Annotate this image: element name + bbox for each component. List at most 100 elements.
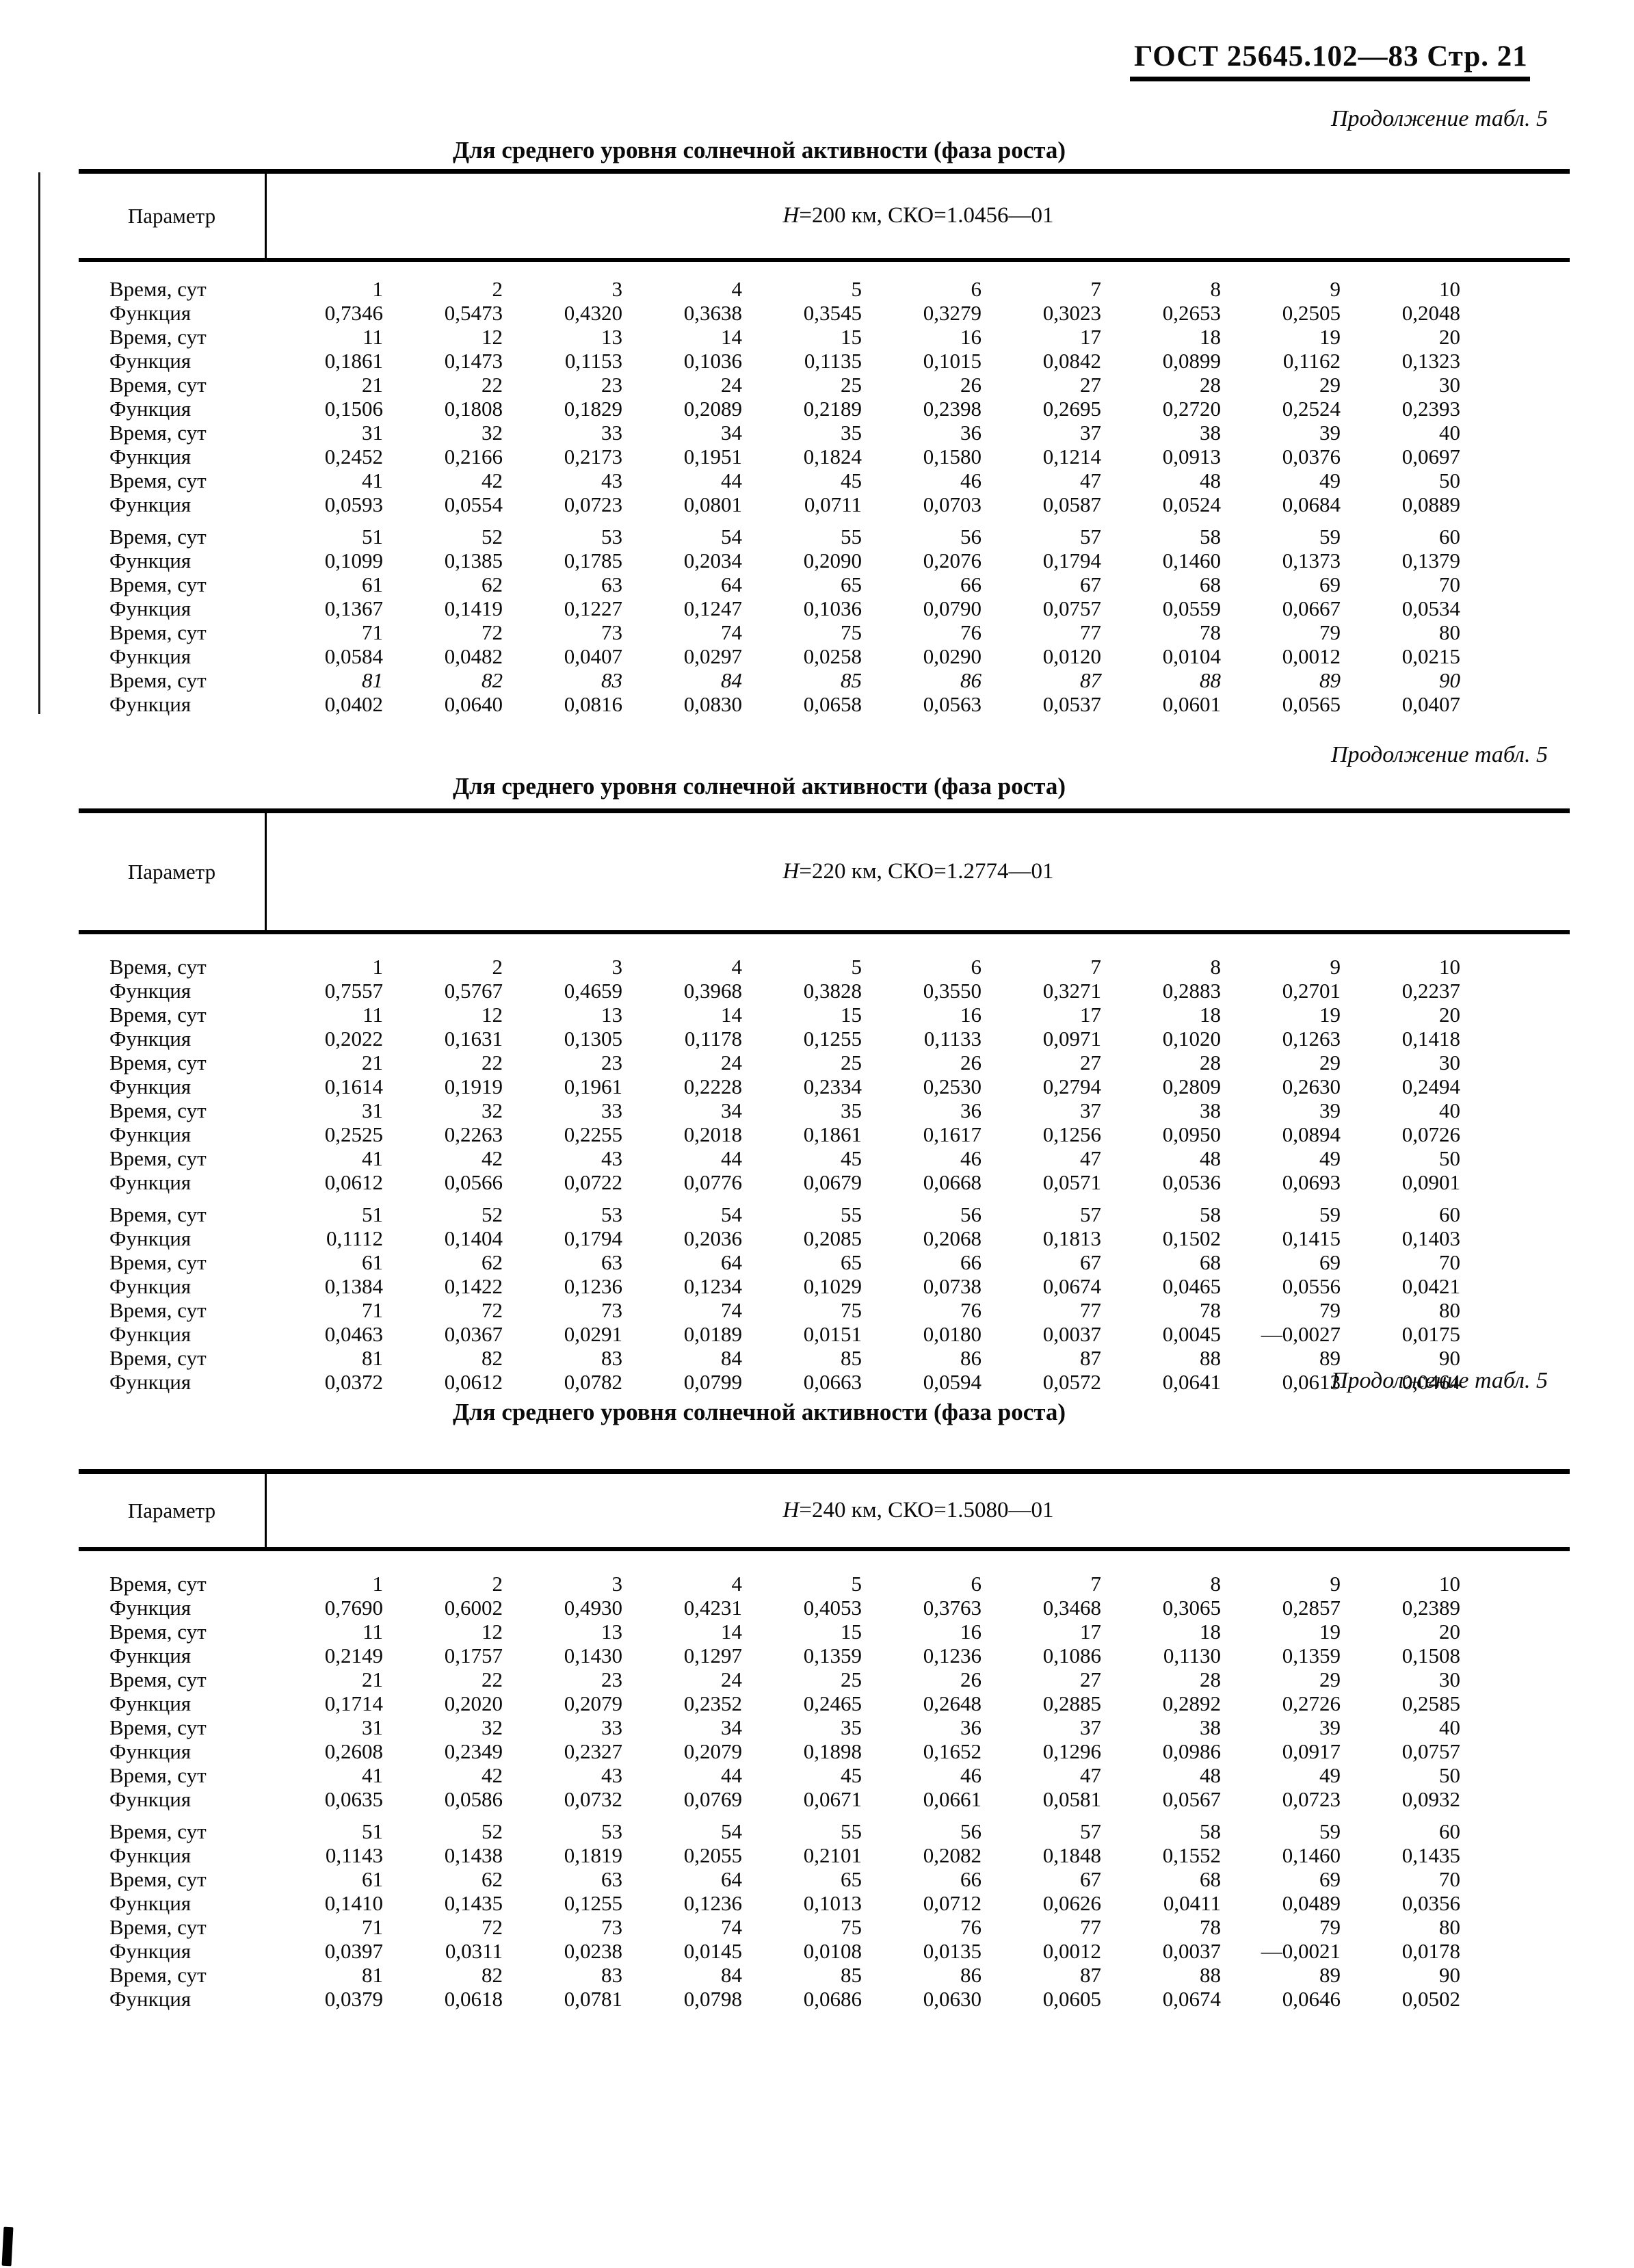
day-cell: 88 — [1200, 1963, 1221, 1987]
value-cell: 0,0012 — [1282, 644, 1341, 668]
value-cell: 0,1323 — [1401, 349, 1460, 373]
value-cell: 0,2068 — [923, 1226, 981, 1250]
value-cell: 0,0372 — [324, 1370, 383, 1394]
day-cell: 37 — [1080, 1715, 1101, 1739]
value-cell: 0,0842 — [1042, 349, 1101, 373]
value-cell: 0,1473 — [444, 349, 503, 373]
page-title: ГОСТ 25645.102—83 Стр. 21 — [1134, 40, 1528, 72]
value-cell: 0,2525 — [324, 1122, 383, 1146]
day-cell: 9 — [1330, 955, 1341, 979]
time-row: Время, сут 71 72 73 74 75 76 77 78 79 80 — [79, 1298, 1570, 1322]
condition-text: =240 км, СКО=1.5080—01 — [799, 1498, 1054, 1522]
value-cell: 0,0108 — [803, 1939, 862, 1963]
day-cell: 87 — [1080, 668, 1101, 692]
day-cell: 36 — [960, 1715, 981, 1739]
value-cell: 0,0663 — [803, 1370, 862, 1394]
day-cell: 90 — [1439, 668, 1460, 692]
day-cell: 63 — [601, 1250, 622, 1274]
day-cell: 74 — [721, 1915, 742, 1939]
value-cell: 0,2255 — [564, 1122, 622, 1146]
day-cell: 82 — [482, 1346, 503, 1370]
function-row: Функция 0,2608 0,2349 0,2327 0,2079 0,1898 0,1… — [79, 1739, 1570, 1763]
continuation-note: Продолжение табл. 5 — [1330, 106, 1548, 131]
value-cell: 0,0679 — [803, 1170, 862, 1194]
value-cell: 0,0899 — [1162, 349, 1221, 373]
row-label: Функция — [109, 301, 192, 325]
day-cell: 51 — [362, 1819, 383, 1843]
day-cell: 28 — [1200, 1667, 1221, 1691]
day-cell: 60 — [1439, 1202, 1460, 1226]
value-cell: 0,2149 — [324, 1644, 383, 1667]
value-cell: 0,2648 — [923, 1691, 981, 1715]
day-cell: 26 — [960, 1667, 981, 1691]
row-label: Функция — [109, 979, 192, 1003]
value-cell: 0,1379 — [1401, 549, 1460, 572]
day-cell: 1 — [372, 1572, 384, 1596]
day-cell: 75 — [841, 1298, 862, 1322]
value-cell: 0,0722 — [564, 1170, 622, 1194]
row-label: Время, сут — [109, 1715, 207, 1739]
value-cell: 0,3550 — [923, 979, 981, 1003]
value-cell: 0,2726 — [1282, 1691, 1341, 1715]
value-cell: 0,0723 — [1282, 1787, 1341, 1811]
day-cell: 73 — [601, 620, 622, 644]
value-cell: 0,0581 — [1042, 1787, 1101, 1811]
day-cell: 58 — [1200, 1819, 1221, 1843]
value-cell: 0,6002 — [444, 1596, 503, 1620]
value-cell: 0,0554 — [444, 492, 503, 516]
value-cell: 0,2524 — [1282, 397, 1341, 421]
day-cell: 44 — [721, 1763, 742, 1787]
day-cell: 50 — [1439, 1763, 1460, 1787]
day-cell: 30 — [1439, 373, 1460, 397]
time-row: Время, сут 41 42 43 44 45 46 47 48 49 50 — [79, 1763, 1570, 1787]
value-cell: 0,2398 — [923, 397, 981, 421]
value-cell: 0,0594 — [923, 1370, 981, 1394]
day-cell: 14 — [721, 1620, 742, 1644]
day-cell: 81 — [362, 1963, 383, 1987]
value-cell: 0,4320 — [564, 301, 622, 325]
day-cell: 69 — [1319, 572, 1341, 596]
value-cell: 0,0726 — [1401, 1122, 1460, 1146]
function-row: Функция 0,2525 0,2263 0,2255 0,2018 0,1861 0,1… — [79, 1122, 1570, 1146]
time-row: Время, сут 61 62 63 64 65 66 67 68 69 70 — [79, 1250, 1570, 1274]
value-cell: 0,0671 — [803, 1787, 862, 1811]
day-cell: 74 — [721, 620, 742, 644]
value-cell: 0,2393 — [1401, 397, 1460, 421]
value-cell: 0,0593 — [324, 492, 383, 516]
time-row: Время, сут 71 72 73 74 75 76 77 78 79 80 — [79, 1915, 1570, 1939]
row-label: Время, сут — [109, 325, 207, 349]
value-cell: 0,1143 — [325, 1843, 383, 1867]
day-cell: 82 — [482, 668, 503, 692]
value-cell: 0,1359 — [1282, 1644, 1341, 1667]
day-cell: 29 — [1319, 1667, 1341, 1691]
day-cell: 62 — [482, 1867, 503, 1891]
day-cell: 66 — [960, 572, 981, 596]
day-cell: 16 — [960, 1620, 981, 1644]
day-cell: 22 — [482, 1667, 503, 1691]
continuation-note: Продолжение табл. 5 — [1330, 742, 1548, 767]
day-cell: 66 — [960, 1250, 981, 1274]
day-cell: 83 — [601, 1963, 622, 1987]
value-cell: 0,0917 — [1282, 1739, 1341, 1763]
row-label: Время, сут — [109, 620, 207, 644]
value-cell: 0,0238 — [564, 1939, 622, 1963]
value-cell: 0,2036 — [683, 1226, 742, 1250]
day-cell: 9 — [1330, 277, 1341, 301]
value-cell: 0,2089 — [683, 397, 742, 421]
value-cell: 0,0584 — [324, 644, 383, 668]
value-cell: 0,0798 — [683, 1987, 742, 2011]
day-cell: 18 — [1200, 1620, 1221, 1644]
day-cell: 36 — [960, 421, 981, 445]
day-cell: 34 — [721, 1098, 742, 1122]
value-cell: 0,1506 — [324, 397, 383, 421]
value-cell: 0,2701 — [1282, 979, 1341, 1003]
function-row: Функция 0,1384 0,1422 0,1236 0,1234 0,1029 0,0… — [79, 1274, 1570, 1298]
row-label: Функция — [109, 1170, 192, 1194]
row-label: Функция — [109, 549, 192, 572]
value-cell: 0,1819 — [564, 1843, 622, 1867]
function-row: Функция 0,0612 0,0566 0,0722 0,0776 0,0679 0,0… — [79, 1170, 1570, 1194]
function-row: Функция 0,1614 0,1919 0,1961 0,2228 0,2334 0,2… — [79, 1074, 1570, 1098]
row-label: Функция — [109, 644, 192, 668]
day-cell: 11 — [363, 1003, 383, 1027]
day-cell: 23 — [601, 1667, 622, 1691]
